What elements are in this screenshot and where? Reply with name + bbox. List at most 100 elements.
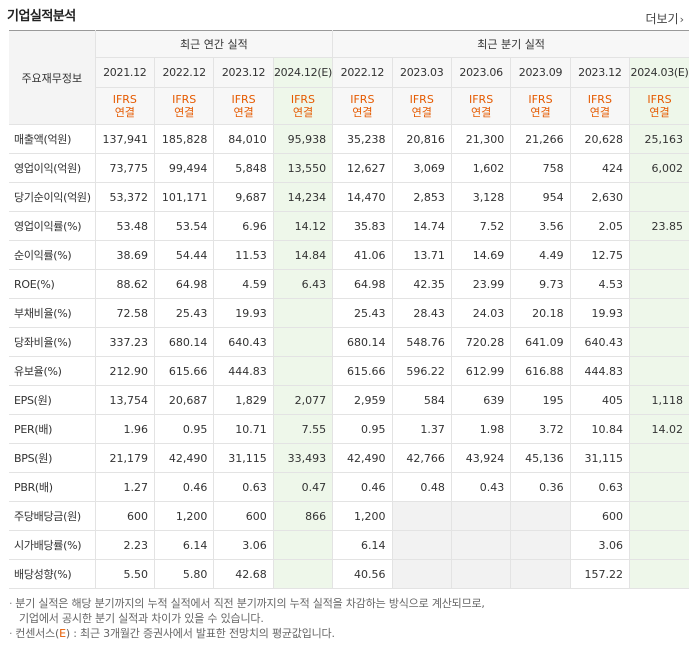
basis-header: IFRS 연결 [332,87,393,125]
metric-value: 54.44 [154,240,215,270]
basis-header: IFRS 연결 [154,87,215,125]
basis-scope: 연결 [292,106,314,119]
metric-value [392,501,452,531]
metric-value: 20,628 [570,124,631,154]
metric-value: 14.84 [273,240,334,270]
metric-value [273,298,334,328]
basis-scope: 연결 [114,106,135,119]
basis-header: IFRS 연결 [510,87,571,125]
basis-header: IFRS 연결 [392,87,452,125]
metric-value: 3.06 [213,530,274,560]
metric-label: 순이익률(%) [9,240,96,270]
basis-scope: 연결 [233,106,254,119]
metric-value: 10.71 [213,414,274,444]
quarter-group-header: 최근 분기 실적 [332,30,689,58]
metric-value: 0.36 [510,472,571,502]
metric-value: 24.03 [451,298,512,328]
metric-value: 41.06 [332,240,393,270]
basis-standard: IFRS [112,93,137,106]
more-label: 더보기 [645,12,679,26]
metric-value: 25.43 [332,298,393,328]
more-link[interactable]: 더보기› [645,10,684,27]
metric-value: 35.83 [332,211,393,241]
basis-header: IFRS 연결 [451,87,512,125]
metric-value: 1.27 [95,472,156,502]
row-header-label: 주요재무정보 [9,30,96,125]
metric-label: PER(배) [9,414,96,444]
basis-scope: 연결 [530,106,551,119]
metric-value: 28.43 [392,298,452,328]
metric-value: 23.85 [629,211,689,241]
metric-value: 6.96 [213,211,274,241]
metric-value: 3,069 [392,153,452,183]
basis-standard: IFRS [409,93,434,106]
metric-value: 6.14 [154,530,215,560]
metric-value: 615.66 [332,356,393,386]
metric-value: 0.46 [154,472,215,502]
metric-value [629,182,689,212]
bullet-icon: · [9,627,13,640]
metric-label: PBR(배) [9,472,96,502]
metric-value: 13,550 [273,153,334,183]
metric-value: 25.43 [154,298,215,328]
metric-value: 95,938 [273,124,334,154]
metric-label: EPS(원) [9,385,96,415]
metric-value: 6,002 [629,153,689,183]
basis-standard: IFRS [528,93,553,106]
metric-value: 31,115 [570,443,631,473]
metric-value: 5,848 [213,153,274,183]
metric-value: 9.73 [510,269,571,299]
metric-label: 매출액(억원) [9,124,96,154]
metric-value [451,559,512,589]
metric-value: 0.47 [273,472,334,502]
basis-scope: 연결 [589,106,610,119]
metric-label: 유보율(%) [9,356,96,386]
metric-value: 0.43 [451,472,512,502]
metric-value: 720.28 [451,327,512,357]
metric-value: 584 [392,385,452,415]
metric-value: 38.69 [95,240,156,270]
basis-standard: IFRS [647,93,672,106]
metric-value: 3.06 [570,530,631,560]
metric-value: 337.23 [95,327,156,357]
metric-value: 444.83 [213,356,274,386]
metric-value: 12.75 [570,240,631,270]
metric-value: 157.22 [570,559,631,589]
metric-value: 1,200 [154,501,215,531]
basis-standard: IFRS [350,93,375,106]
metric-value: 640.43 [570,327,631,357]
table-row: 영업이익(억원) 73,775 99,494 5,848 13,550 12,627 3,0… [9,153,689,183]
metric-value: 42,490 [154,443,215,473]
table-row: 유보율(%) 212.90 615.66 444.83 615.66 596.22 612.… [9,356,689,386]
metric-value: 640.43 [213,327,274,357]
metric-value: 866 [273,501,334,531]
metric-label: 영업이익률(%) [9,211,96,241]
metric-value: 21,300 [451,124,512,154]
metric-value: 612.99 [451,356,512,386]
table-row: 배당성향(%) 5.50 5.80 42.68 40.56 157.22 [9,559,689,589]
metric-label: 부채비율(%) [9,298,96,328]
metric-value: 5.80 [154,559,215,589]
metric-value: 3.72 [510,414,571,444]
metric-label: 배당성향(%) [9,559,96,589]
metric-value [629,327,689,357]
metric-value: 2,853 [392,182,452,212]
metric-value [629,530,689,560]
basis-scope: 연결 [470,106,492,119]
metric-value: 1.37 [392,414,452,444]
metric-value: 1,829 [213,385,274,415]
metric-value: 31,115 [213,443,274,473]
metric-value: 2,630 [570,182,631,212]
table-row: 부채비율(%) 72.58 25.43 19.93 25.43 28.43 24.03 20.… [9,298,689,328]
basis-standard: IFRS [468,93,494,106]
metric-label: 당좌비율(%) [9,327,96,357]
metric-value: 72.58 [95,298,156,328]
metric-value: 53.48 [95,211,156,241]
metric-value: 11.53 [213,240,274,270]
metric-value: 7.52 [451,211,512,241]
basis-standard: IFRS [172,93,197,106]
basis-standard: IFRS [587,93,612,106]
metric-value: 25,163 [629,124,689,154]
annual-group-header: 최근 연간 실적 [95,30,334,58]
basis-standard: IFRS [290,93,316,106]
